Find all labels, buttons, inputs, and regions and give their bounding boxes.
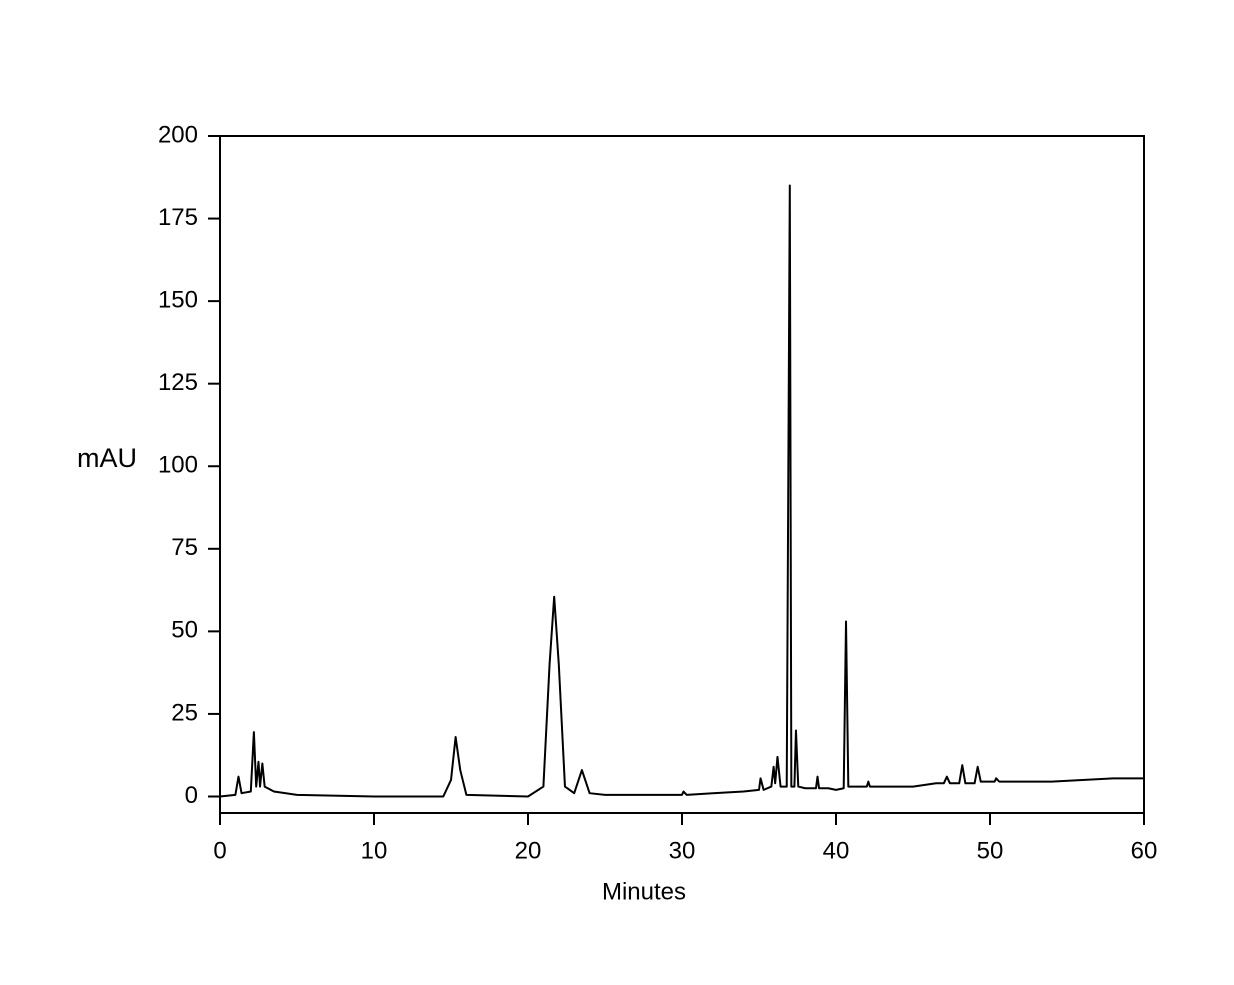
x-axis-label: Minutes bbox=[602, 878, 686, 905]
y-tick-label: 175 bbox=[158, 204, 198, 231]
x-tick-label: 50 bbox=[977, 837, 1004, 864]
x-tick-label: 40 bbox=[823, 837, 850, 864]
y-tick-label: 75 bbox=[171, 534, 198, 561]
x-tick-label: 0 bbox=[213, 837, 226, 864]
y-tick-label: 50 bbox=[171, 617, 198, 644]
y-tick-label: 125 bbox=[158, 369, 198, 396]
x-tick-label: 30 bbox=[669, 837, 696, 864]
x-tick-label: 20 bbox=[515, 837, 542, 864]
y-tick-label: 100 bbox=[158, 452, 198, 479]
x-tick-label: 60 bbox=[1131, 837, 1158, 864]
plot-frame bbox=[219, 135, 1145, 814]
y-tick-label: 0 bbox=[185, 782, 198, 809]
chromatogram-line bbox=[219, 184, 1144, 798]
y-axis-label: mAU bbox=[77, 443, 137, 473]
y-tick-label: 200 bbox=[158, 121, 198, 148]
y-tick-label: 150 bbox=[158, 286, 198, 313]
x-tick-label: 10 bbox=[361, 837, 388, 864]
y-tick-label: 25 bbox=[171, 699, 198, 726]
